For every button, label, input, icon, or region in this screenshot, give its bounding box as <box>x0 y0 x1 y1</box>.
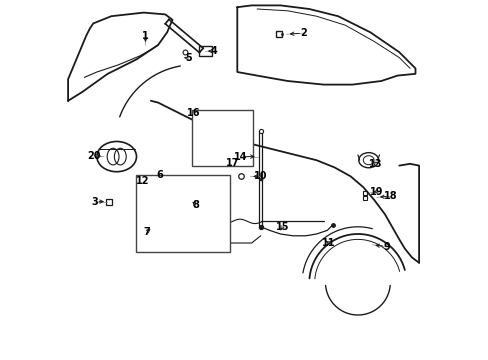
Text: 3: 3 <box>92 197 98 207</box>
Text: 14: 14 <box>234 152 247 162</box>
Text: 15: 15 <box>275 222 288 232</box>
Text: 8: 8 <box>192 200 199 210</box>
Text: 13: 13 <box>368 159 382 169</box>
Text: 17: 17 <box>226 158 239 168</box>
Text: 16: 16 <box>186 108 200 118</box>
Ellipse shape <box>97 141 136 172</box>
Ellipse shape <box>358 153 378 168</box>
Text: 4: 4 <box>210 46 217 56</box>
Text: 10: 10 <box>253 171 267 181</box>
Text: 2: 2 <box>300 28 306 38</box>
Text: 12: 12 <box>136 176 149 186</box>
Text: 1: 1 <box>142 31 148 41</box>
Text: 20: 20 <box>87 150 101 161</box>
Text: 19: 19 <box>369 186 383 197</box>
Text: 7: 7 <box>143 227 150 237</box>
Bar <box>192 110 253 166</box>
Text: 6: 6 <box>156 170 163 180</box>
Bar <box>136 175 230 252</box>
Text: 18: 18 <box>383 191 396 201</box>
Text: 9: 9 <box>383 242 389 252</box>
Bar <box>199 46 212 56</box>
Text: 11: 11 <box>322 238 335 248</box>
Text: 5: 5 <box>185 53 192 63</box>
